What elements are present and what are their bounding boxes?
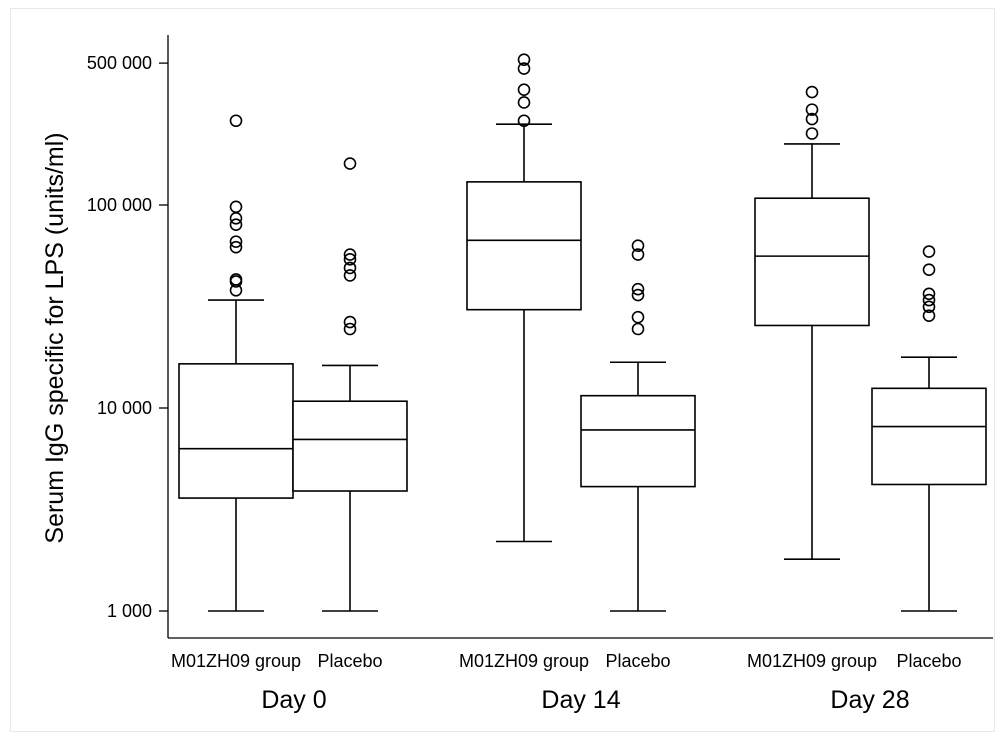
outlier-point bbox=[631, 310, 645, 324]
outlier-point bbox=[922, 300, 936, 314]
outlier-point bbox=[805, 85, 819, 99]
outlier-point bbox=[517, 62, 531, 75]
y-tick-label: 500 000 bbox=[87, 53, 152, 73]
outlier-point bbox=[805, 103, 819, 116]
category-label: Placebo bbox=[317, 651, 382, 671]
category-label: Placebo bbox=[605, 651, 670, 671]
outlier-point bbox=[922, 263, 936, 277]
outlier-point bbox=[229, 273, 243, 286]
box-m01zh09-day-14 bbox=[466, 53, 582, 543]
outlier-point bbox=[343, 261, 357, 275]
outlier-point bbox=[229, 211, 243, 225]
outlier-point bbox=[229, 218, 243, 231]
outlier-point bbox=[805, 112, 819, 126]
outlier-point bbox=[517, 83, 531, 96]
outlier-point bbox=[343, 322, 357, 336]
outlier-point bbox=[631, 322, 645, 336]
group-label: Day 28 bbox=[830, 686, 909, 714]
outlier-point bbox=[229, 200, 243, 214]
outlier-point bbox=[922, 293, 936, 307]
outlier-point bbox=[631, 282, 645, 296]
axes bbox=[167, 35, 993, 639]
category-label: M01ZH09 group bbox=[747, 651, 877, 671]
iqr-box bbox=[292, 400, 408, 492]
outlier-point bbox=[631, 248, 645, 261]
box-m01zh09-day-28 bbox=[754, 85, 870, 560]
outlier-point bbox=[343, 248, 357, 261]
group-label: Day 14 bbox=[541, 686, 620, 714]
box-placebo-day-14 bbox=[580, 239, 696, 612]
y-tick-label: 1 000 bbox=[107, 601, 152, 621]
outlier-point bbox=[922, 287, 936, 301]
box-placebo-day-28 bbox=[871, 245, 987, 612]
outlier-point bbox=[343, 157, 357, 170]
iqr-box bbox=[580, 394, 696, 488]
outlier-point bbox=[229, 240, 243, 254]
category-label: Placebo bbox=[896, 651, 961, 671]
outlier-point bbox=[229, 235, 243, 248]
outlier-point bbox=[343, 269, 357, 282]
y-axis-ticks: 1 000 10 000 100 000 500 000 bbox=[87, 53, 168, 621]
figure-frame bbox=[10, 8, 995, 732]
outlier-point bbox=[631, 239, 645, 253]
category-label: M01ZH09 group bbox=[171, 651, 301, 671]
outlier-point bbox=[922, 309, 936, 322]
outlier-point bbox=[343, 253, 357, 266]
outlier-point bbox=[229, 114, 243, 128]
group-label: Day 0 bbox=[261, 686, 326, 714]
outlier-point bbox=[343, 315, 357, 329]
iqr-box bbox=[178, 363, 294, 499]
iqr-box bbox=[754, 197, 870, 327]
iqr-box bbox=[871, 387, 987, 486]
y-tick-label: 10 000 bbox=[97, 398, 152, 418]
iqr-box bbox=[466, 181, 582, 311]
outlier-point bbox=[517, 114, 531, 128]
box-placebo-day-0 bbox=[292, 157, 408, 612]
box-m01zh09-day-0 bbox=[178, 114, 294, 612]
category-label: M01ZH09 group bbox=[459, 651, 589, 671]
outlier-point bbox=[805, 127, 819, 140]
outlier-point bbox=[631, 288, 645, 302]
boxes bbox=[178, 53, 987, 612]
outlier-point bbox=[922, 245, 936, 258]
y-axis-label: Serum IgG specific for LPS (units/ml) bbox=[41, 132, 69, 543]
outlier-point bbox=[517, 53, 531, 66]
category-labels: M01ZH09 group Placebo Day 0 M01ZH09 group Pl… bbox=[171, 651, 962, 714]
y-tick-label: 100 000 bbox=[87, 195, 152, 215]
outlier-point bbox=[517, 96, 531, 109]
